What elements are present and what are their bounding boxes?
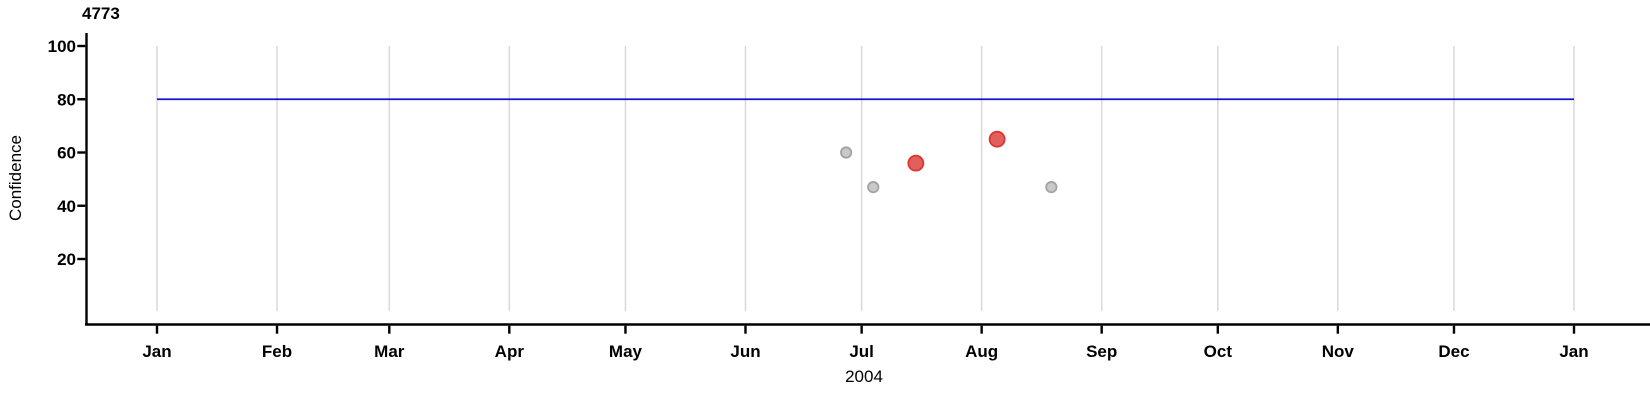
x-tick-label: Nov <box>1322 342 1355 361</box>
x-tick-label: Apr <box>495 342 525 361</box>
data-point-highlighted-points <box>988 130 1006 148</box>
y-tick-label: 40 <box>57 197 76 216</box>
y-tick-label: 100 <box>48 37 76 56</box>
x-tick-label: Feb <box>262 342 292 361</box>
x-tick-label: Oct <box>1204 342 1233 361</box>
x-tick-label: Dec <box>1438 342 1469 361</box>
x-tick-label: May <box>609 342 643 361</box>
y-tick-label: 80 <box>57 90 76 109</box>
data-point-regular-points <box>867 181 880 194</box>
x-tick-label: Mar <box>374 342 405 361</box>
y-tick-label: 20 <box>57 250 76 269</box>
x-tick-label: Jul <box>849 342 874 361</box>
x-tick-label: Jan <box>142 342 171 361</box>
y-tick-label: 60 <box>57 144 76 163</box>
data-point-regular-points <box>840 146 853 159</box>
x-tick-label: Aug <box>965 342 998 361</box>
x-tick-label: Sep <box>1086 342 1117 361</box>
chart-title: 4773 <box>82 4 120 23</box>
x-tick-label: Jan <box>1559 342 1588 361</box>
data-point-highlighted-points <box>907 154 925 172</box>
x-axis-year-label: 2004 <box>845 367 883 386</box>
x-tick-label: Jun <box>730 342 760 361</box>
data-point-regular-points <box>1045 181 1058 194</box>
